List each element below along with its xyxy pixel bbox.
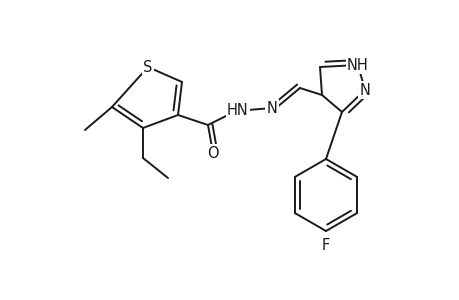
Text: NH: NH xyxy=(347,58,368,73)
Text: O: O xyxy=(207,146,218,160)
Text: N: N xyxy=(359,82,369,98)
Text: HN: HN xyxy=(227,103,248,118)
Text: N: N xyxy=(266,100,277,116)
Text: S: S xyxy=(143,59,152,74)
Text: F: F xyxy=(321,238,330,253)
